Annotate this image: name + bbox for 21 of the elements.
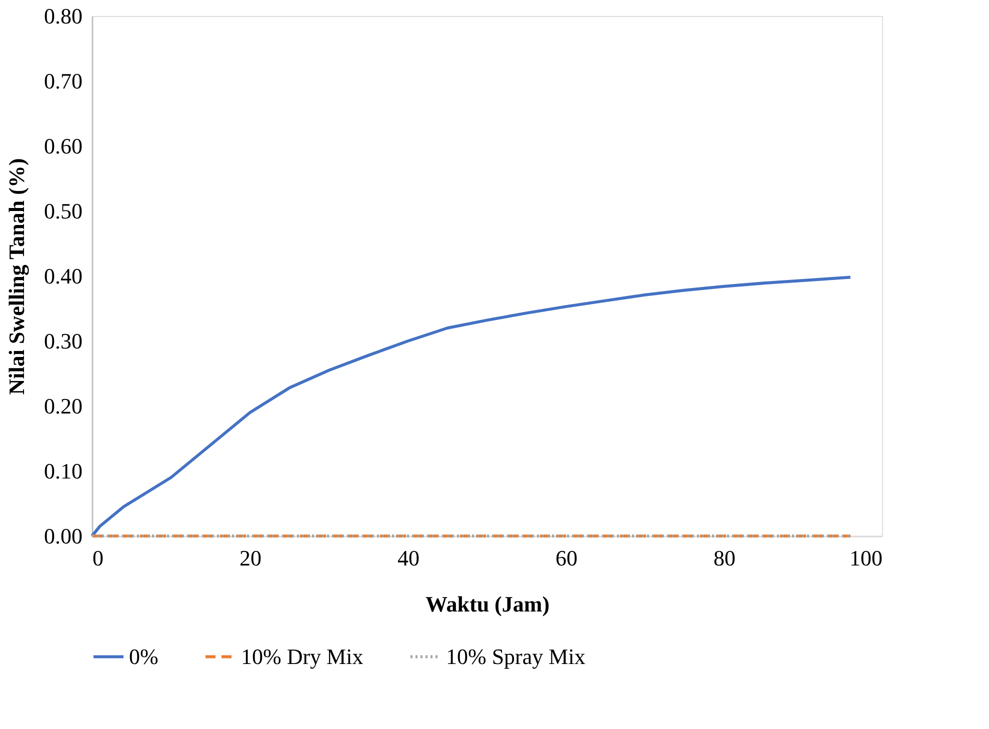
legend-label: 0%: [129, 644, 158, 669]
y-tick-label: 0.30: [44, 328, 82, 354]
x-axis-title: Waktu (Jam): [425, 592, 550, 616]
y-tick-label: 0.50: [44, 198, 82, 224]
y-tick-label: 0.60: [44, 134, 82, 158]
y-tick-label: 0.40: [44, 264, 82, 288]
y-tick-label: 0.10: [44, 458, 82, 484]
x-tick-label: 80: [714, 546, 736, 570]
x-tick-label: 40: [398, 546, 420, 570]
y-tick-label: 0.00: [44, 524, 82, 548]
y-tick-label: 0.80: [44, 4, 82, 28]
x-tick-label: 100: [850, 546, 882, 570]
x-tick-label: 20: [240, 546, 262, 570]
legend-label: 10% Dry Mix: [241, 644, 364, 669]
y-tick-label: 0.20: [44, 394, 82, 418]
legend-label: 10% Spray Mix: [446, 644, 586, 669]
y-axis-title: Nilai Swelling Tanah (%): [4, 158, 29, 395]
y-tick-label: 0.70: [44, 68, 82, 94]
line-series: [90, 276, 852, 538]
x-tick-label: 0: [92, 546, 104, 570]
x-tick-label: 60: [556, 546, 578, 570]
